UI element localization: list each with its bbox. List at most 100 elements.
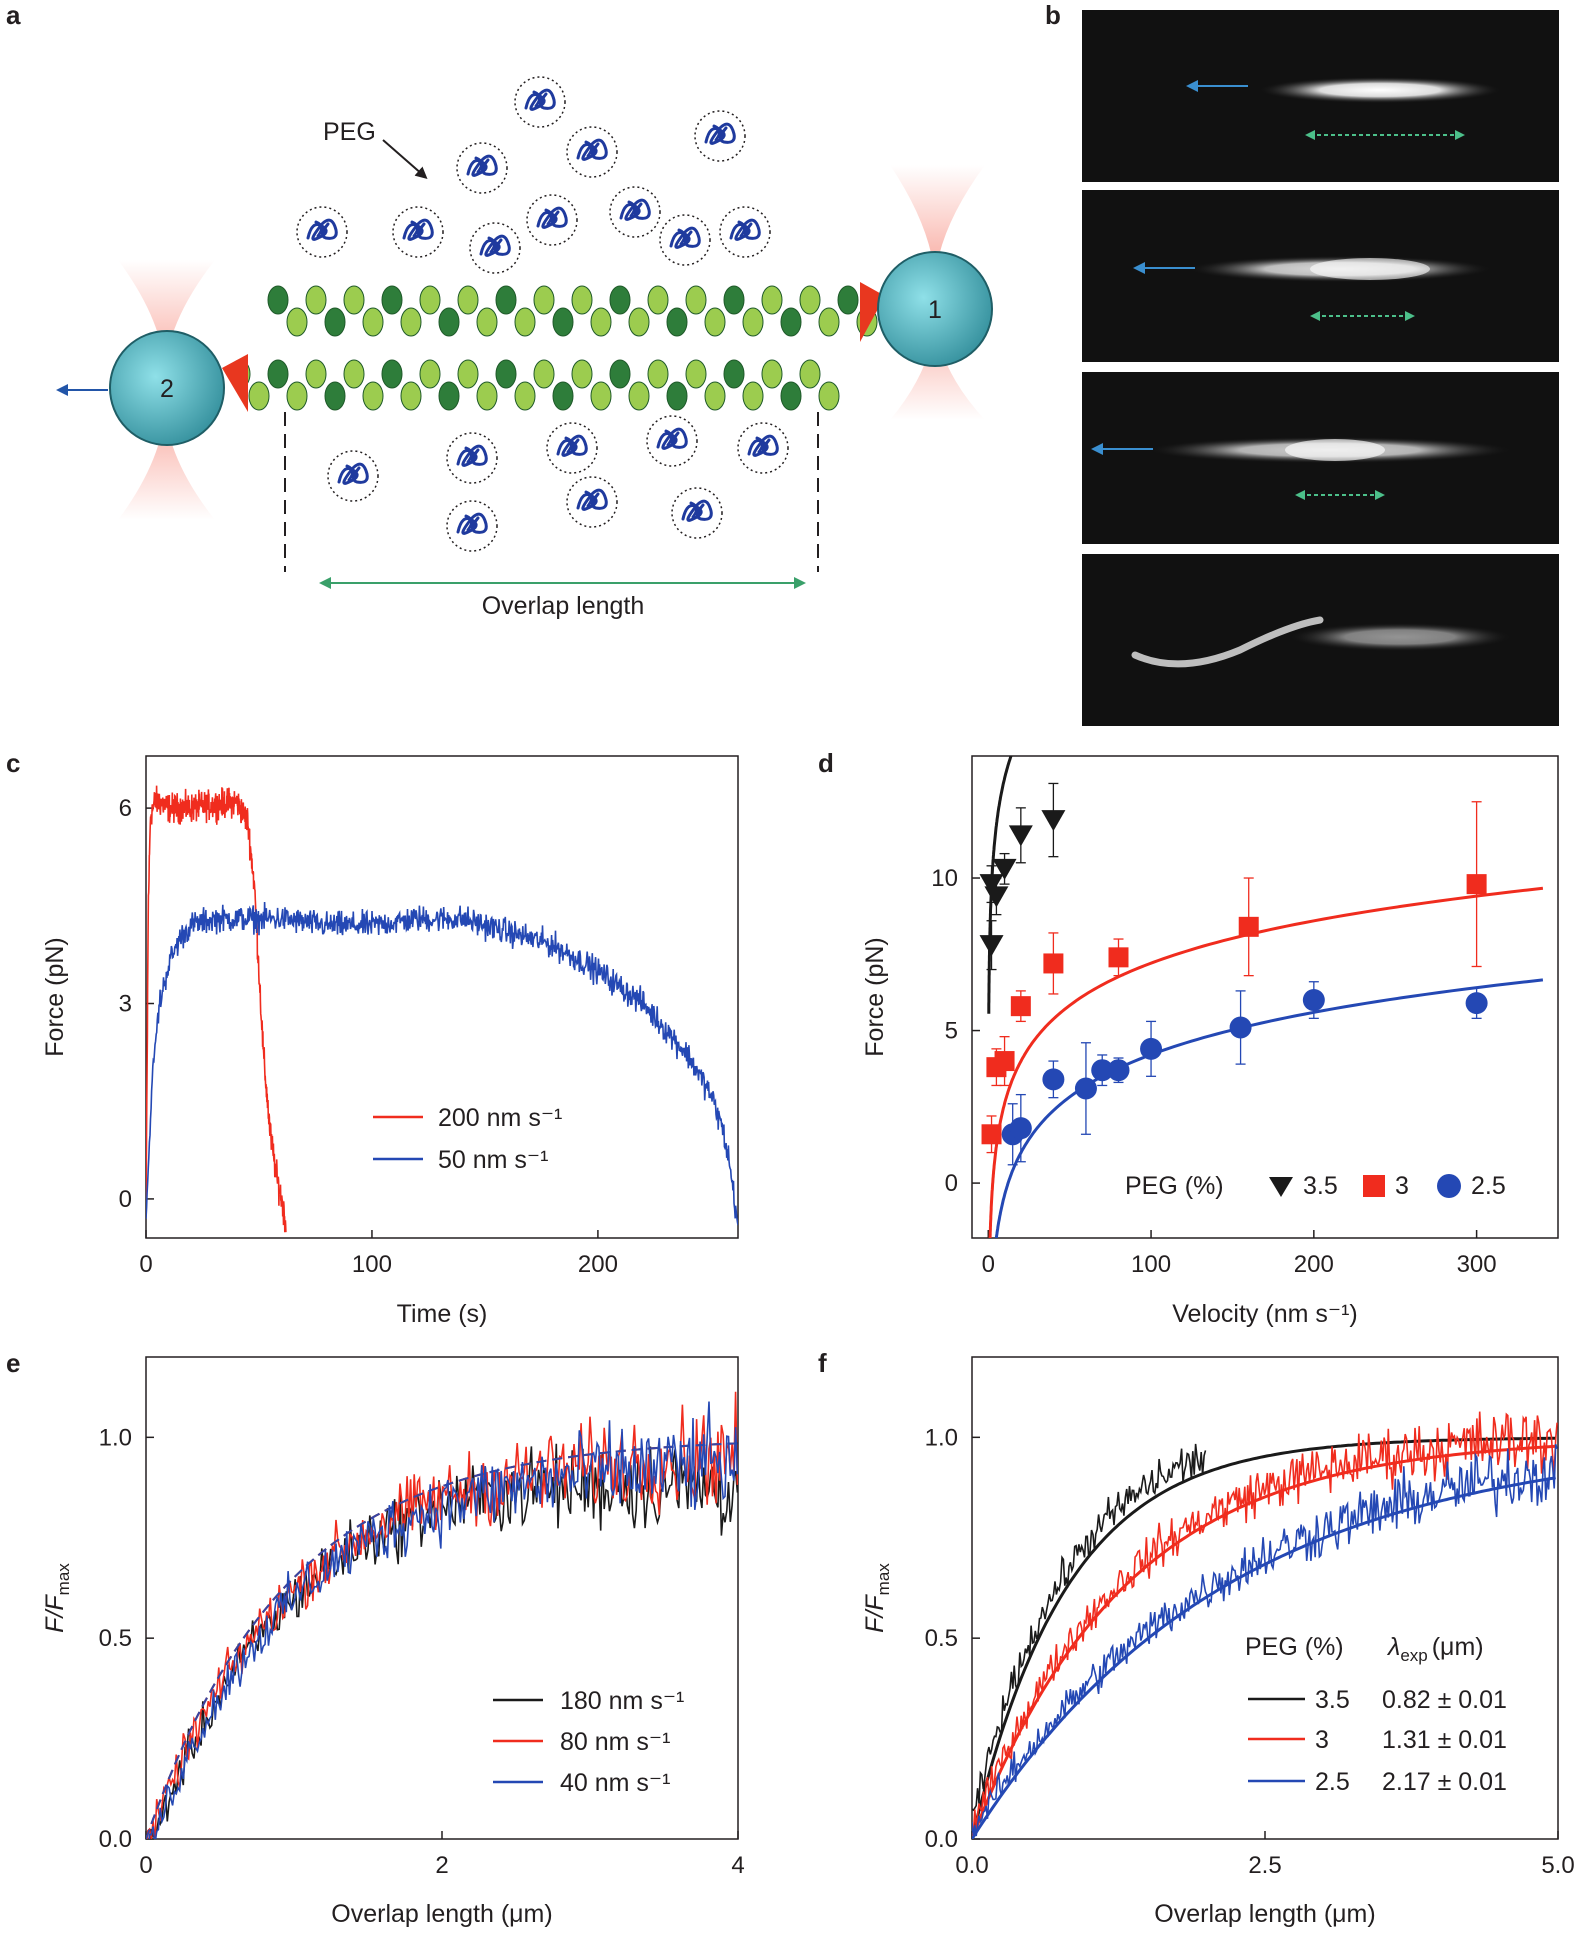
tubulin-subunit (305, 359, 327, 389)
peg-molecule (327, 450, 379, 502)
legend-label-2-5: 2.5 (1471, 1172, 1506, 1200)
fluorescent-filament (1260, 77, 1500, 103)
tubulin-subunit (761, 359, 783, 389)
tubulin-subunit (780, 381, 802, 411)
fit-curve-3.5 (987, 756, 1013, 1014)
x-tick-label: 0.0 (955, 1852, 988, 1879)
legend-label-180: 180 nm s⁻¹ (560, 1687, 684, 1715)
tubulin-subunit (685, 285, 707, 315)
tubulin-subunit (495, 359, 517, 389)
data-point-circle (1465, 992, 1488, 1015)
peg-molecule (546, 422, 598, 474)
peg-molecule (296, 206, 348, 258)
peg-molecule (446, 432, 498, 484)
tubulin-subunit (552, 381, 574, 411)
tubulin-subunit (571, 285, 593, 315)
x-axis-label: Velocity (nm s⁻¹) (1172, 1300, 1357, 1328)
tubulin-subunit (476, 307, 498, 337)
tubulin-subunit (799, 359, 821, 389)
legend-label-3: 3 (1395, 1172, 1409, 1200)
legend-label-50: 50 nm s⁻¹ (438, 1146, 548, 1174)
tubulin-subunit (533, 285, 555, 315)
y-tick-label: 0 (119, 1186, 132, 1213)
peg-molecule (446, 500, 498, 552)
panel-label-a: a (6, 0, 21, 30)
y-tick-label: 0 (945, 1170, 958, 1197)
panel-label-c: c (6, 748, 20, 778)
peg-molecule (566, 476, 618, 528)
x-tick-label: 2 (435, 1852, 448, 1879)
peg-molecule (392, 206, 444, 258)
tubulin-subunit (742, 381, 764, 411)
tubulin-subunit (647, 359, 669, 389)
data-point-square (1108, 947, 1129, 968)
legend: PEG (%) 3.5 3 2.5 (1125, 1172, 1506, 1200)
tubulin-subunit (780, 307, 802, 337)
data-point-triangle (1041, 810, 1066, 832)
x-axis-label: Time (s) (397, 1300, 488, 1328)
tubulin-subunit (362, 307, 384, 337)
fit-curve-2.5 (972, 1476, 1556, 1839)
data-point-circle (1074, 1077, 1097, 1100)
peg-label: PEG (323, 118, 376, 146)
tubulin-subunit (628, 381, 650, 411)
peg-molecule (526, 194, 578, 246)
peg-molecule (659, 214, 711, 266)
tubulin-subunit (438, 381, 460, 411)
data-point-circle (1140, 1037, 1163, 1060)
peg-molecule (456, 142, 508, 194)
linker-2 (222, 354, 248, 412)
legend-lambda-2-5: 2.17 ± 0.01 (1382, 1768, 1507, 1796)
tubulin-subunit (305, 285, 327, 315)
tubulin-subunit (286, 381, 308, 411)
data-point-triangle (1008, 825, 1033, 847)
data-point-circle (1042, 1068, 1065, 1091)
tubulin-subunit (438, 307, 460, 337)
peg-molecule (719, 206, 771, 258)
overlap-length-label: Overlap length (482, 592, 645, 620)
legend-header-lambda: λexp (μm) (1386, 1633, 1484, 1665)
data-point-triangle (979, 874, 1004, 896)
legend-label-3-5: 3.5 (1315, 1686, 1350, 1714)
tubulin-subunit (818, 307, 840, 337)
fit-curve-2.5 (994, 978, 1544, 1238)
tubulin-subunit (381, 359, 403, 389)
data-point-circle (1229, 1016, 1252, 1039)
y-axis-label: Force (pN) (41, 937, 69, 1056)
peg-molecule (469, 222, 521, 274)
peg-molecule (737, 422, 789, 474)
x-tick-label: 300 (1457, 1251, 1497, 1278)
y-tick-label: 0.0 (99, 1826, 132, 1853)
fluorescent-filament (1290, 623, 1510, 651)
chart-panel-e: 0 2 40.00.51.0 Overlap length (μm) F/Fmax … (41, 1356, 745, 1928)
tubulin-subunit (514, 307, 536, 337)
tubulin-subunit (267, 359, 289, 389)
tubulin-subunit (267, 285, 289, 315)
tubulin-subunit (324, 381, 346, 411)
panel-label-f: f (818, 1348, 827, 1378)
bead-1 (877, 251, 993, 367)
panel-label-e: e (6, 1348, 20, 1378)
tubulin-subunit (799, 285, 821, 315)
x-tick-label: 200 (578, 1251, 618, 1278)
tubulin-subunit (609, 359, 631, 389)
tubulin-subunit (704, 381, 726, 411)
chart-panel-f: 0.0 2.5 5.0 0.0 0.5 1.0 Overlap length (μm) F… (861, 1356, 1575, 1928)
peg-molecule (694, 110, 746, 162)
legend: 200 nm s⁻¹ 50 nm s⁻¹ (373, 1104, 562, 1174)
peg-molecule (646, 415, 698, 467)
bead-1-label: 1 (928, 296, 942, 324)
buckled-filament (1131, 616, 1324, 668)
tubulin-subunit (704, 307, 726, 337)
fit-curve-2 (146, 1442, 738, 1839)
x-tick-label: 0 (139, 1852, 152, 1879)
data-point-square (981, 1124, 1002, 1145)
tubulin-subunit (552, 307, 574, 337)
data-point-triangle (979, 935, 1004, 957)
microtubule-filaments (229, 285, 878, 411)
y-tick-label: 0.5 (925, 1625, 958, 1652)
optical-trap-1 (890, 165, 985, 420)
y-tick-label: 10 (931, 865, 958, 892)
data-point-circle (1302, 989, 1325, 1012)
